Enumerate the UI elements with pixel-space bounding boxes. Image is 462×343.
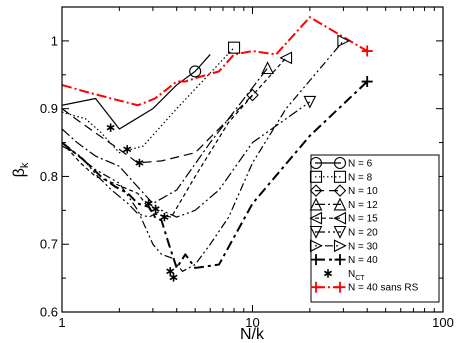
x-tick-label: 1 bbox=[58, 315, 65, 330]
legend-label-n-8: N = 8 bbox=[348, 172, 373, 183]
legend-marker-n-12 bbox=[309, 197, 323, 211]
legend-marker-n-ct bbox=[323, 269, 333, 278]
legend-item-n-6: N = 6 bbox=[309, 156, 373, 170]
n-12-marker bbox=[261, 61, 274, 75]
legend-marker-n-30 bbox=[309, 239, 323, 253]
y-tick-label: 0.6 bbox=[40, 305, 58, 320]
y-axis-label: βk bbox=[11, 162, 31, 177]
n-15-marker bbox=[279, 51, 293, 65]
series-line-n-15 bbox=[62, 57, 287, 218]
legend-marker-n-40-sans-rs bbox=[334, 281, 346, 293]
legend: N = 6 N = 8 N = 10 N = 12 N = 15 N = 20 N = 30… bbox=[309, 154, 440, 303]
legend-marker-n-6 bbox=[309, 156, 323, 170]
series-line-n-12 bbox=[62, 67, 269, 205]
legend-marker-n-8 bbox=[309, 170, 323, 183]
n-20-marker bbox=[303, 95, 317, 109]
tick-layer: 1 10 100 0.6 0.7 0.8 0.9 1 bbox=[40, 7, 454, 330]
legend-label-n-30: N = 30 bbox=[348, 241, 378, 252]
series-line-n-40 bbox=[62, 80, 368, 269]
legend-marker-n-15 bbox=[309, 211, 323, 225]
n-8-marker bbox=[227, 41, 241, 54]
n-ct-point bbox=[144, 199, 153, 208]
svg-text:βk: βk bbox=[11, 162, 31, 177]
series-line-n-30 bbox=[62, 40, 344, 272]
legend-marker-n-8 bbox=[333, 170, 347, 183]
legend-marker-n-40-sans-rs bbox=[310, 281, 322, 293]
y-tick-label: 1 bbox=[51, 33, 58, 48]
legend-marker-n-40 bbox=[310, 254, 322, 266]
legend-item-n-20: N = 20 bbox=[309, 225, 378, 239]
legend-marker-n-6 bbox=[333, 156, 347, 170]
legend-marker-n-20 bbox=[309, 225, 323, 239]
marker-layer bbox=[106, 34, 373, 282]
series-layer bbox=[62, 16, 368, 272]
n-ct-point bbox=[106, 123, 115, 132]
legend-item-n-40-sans-rs: N = 40 sans RS bbox=[310, 281, 419, 294]
legend-item-n-8: N = 8 bbox=[309, 170, 373, 183]
legend-marker-n-40 bbox=[334, 254, 346, 266]
legend-label-n-12: N = 12 bbox=[348, 200, 378, 211]
n-ct-point bbox=[166, 267, 175, 276]
series-line-n-40-sans-rs bbox=[62, 16, 368, 107]
n-ct-point bbox=[123, 145, 132, 154]
legend-marker-n-10 bbox=[309, 184, 323, 197]
n-40-marker bbox=[361, 76, 373, 88]
legend-item-n-15: N = 15 bbox=[309, 211, 378, 225]
legend-label-n-40: N = 40 bbox=[348, 255, 378, 266]
n-40-sans-rs-marker bbox=[361, 45, 373, 57]
y-axis-label-main: β bbox=[11, 168, 28, 177]
x-tick-label: 100 bbox=[432, 315, 454, 330]
legend-label-n-20: N = 20 bbox=[348, 228, 378, 239]
n-ct-point bbox=[135, 158, 144, 168]
n-6-marker bbox=[189, 65, 202, 78]
y-tick-label: 0.7 bbox=[40, 237, 58, 252]
n-10-marker bbox=[246, 88, 259, 102]
legend-marker-n-30 bbox=[333, 239, 347, 253]
n-ct-point bbox=[160, 212, 169, 222]
series-line-n-20 bbox=[62, 101, 311, 218]
legend-item-n-40: N = 40 bbox=[310, 254, 378, 266]
y-tick-label: 0.8 bbox=[40, 169, 58, 184]
n-ct-point bbox=[169, 273, 178, 282]
legend-label-n-15: N = 15 bbox=[348, 214, 378, 225]
legend-item-n-12: N = 12 bbox=[309, 197, 378, 211]
legend-marker-n-10 bbox=[333, 184, 347, 197]
x-tick-label: 10 bbox=[245, 315, 259, 330]
legend-item-n-ct: NCT bbox=[323, 269, 365, 282]
legend-marker-n-20 bbox=[333, 225, 347, 239]
legend-label-n-10: N = 10 bbox=[348, 186, 378, 197]
series-line-n-8 bbox=[62, 47, 235, 154]
legend-label-n-40-sans-rs: N = 40 sans RS bbox=[348, 283, 419, 294]
n-30-marker bbox=[337, 34, 351, 48]
legend-label-n-ct: NCT bbox=[348, 269, 365, 282]
legend-item-n-10: N = 10 bbox=[309, 184, 378, 197]
y-axis-label-sub: k bbox=[19, 162, 31, 168]
series-line-n-6 bbox=[62, 54, 211, 130]
y-tick-label: 0.9 bbox=[40, 101, 58, 116]
series-line-n-10 bbox=[62, 94, 253, 164]
legend-marker-n-15 bbox=[333, 211, 347, 225]
legend-marker-n-12 bbox=[333, 197, 347, 211]
n-ct-point bbox=[151, 204, 160, 214]
legend-item-n-30: N = 30 bbox=[309, 239, 378, 253]
legend-label-n-6: N = 6 bbox=[348, 159, 373, 170]
legend-box bbox=[310, 154, 440, 303]
x-axis-label: N/k bbox=[240, 326, 265, 343]
